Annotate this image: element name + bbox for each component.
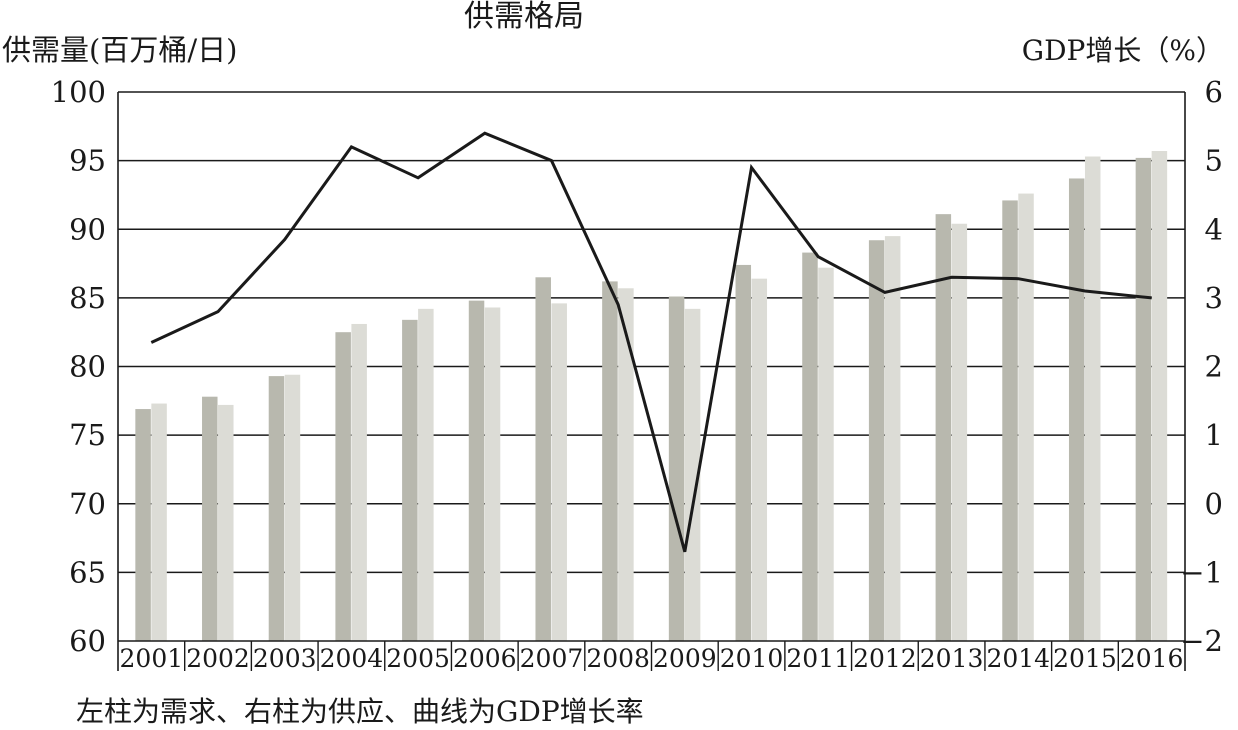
left-tick-5: 75 <box>69 418 106 452</box>
left-tick-6: 70 <box>69 487 106 521</box>
demand-bar-2005 <box>402 319 418 641</box>
bars <box>135 151 1168 642</box>
chart-title: 供需格局 <box>464 0 584 34</box>
demand-bar-2015 <box>1068 178 1085 641</box>
x-tick-2002: 2002 <box>186 644 250 673</box>
right-tick-6: 0 <box>1205 487 1223 521</box>
axes <box>117 92 1186 671</box>
gdp-line <box>150 131 1152 553</box>
left-tick-4: 80 <box>69 350 106 384</box>
demand-bar-2012 <box>868 240 885 642</box>
x-tick-2012: 2012 <box>853 644 917 673</box>
supply-bar-2012 <box>884 236 901 642</box>
x-tick-2006: 2006 <box>453 644 517 673</box>
gdp-growth-line <box>150 131 1152 553</box>
right-tick-labels: 6 5 4 3 2 1 0 −1 −2 <box>1180 75 1223 658</box>
demand-bar-2006 <box>468 300 485 641</box>
supply-bar-2008 <box>618 288 634 641</box>
x-tick-2009: 2009 <box>653 644 717 673</box>
right-tick-3: 3 <box>1205 281 1223 315</box>
supply-bar-2003 <box>284 374 301 641</box>
x-tick-2015: 2015 <box>1053 644 1117 673</box>
x-tick-labels: 2001 2002 2003 2004 2005 2006 2007 2008 2009 2010… <box>120 644 1184 673</box>
x-tick-2011: 2011 <box>786 644 850 673</box>
supply-bar-2009 <box>684 308 701 641</box>
demand-bar-2004 <box>335 332 351 641</box>
right-tick-4: 2 <box>1205 350 1223 384</box>
supply-bar-2016 <box>1151 151 1168 641</box>
x-tick-2010: 2010 <box>720 644 784 673</box>
x-tick-2013: 2013 <box>920 644 984 673</box>
x-tick-2005: 2005 <box>386 644 450 673</box>
x-tick-2004: 2004 <box>320 644 384 673</box>
supply-bar-2006 <box>484 307 501 641</box>
x-tick-2007: 2007 <box>520 644 584 673</box>
left-tick-7: 65 <box>69 555 106 589</box>
demand-bar-2011 <box>802 252 818 641</box>
left-tick-2: 90 <box>69 212 106 246</box>
supply-bar-2013 <box>951 223 968 641</box>
right-axis-label: GDP增长（%） <box>1022 34 1224 67</box>
demand-bar-2013 <box>935 214 952 641</box>
demand-bar-2002 <box>202 396 218 641</box>
x-tick-2016: 2016 <box>1120 644 1184 673</box>
left-tick-3: 85 <box>69 281 106 315</box>
demand-bar-2007 <box>535 277 551 641</box>
right-tick-7: −1 <box>1180 555 1223 589</box>
demand-bar-2001 <box>135 409 151 641</box>
demand-bar-2014 <box>1002 200 1018 642</box>
supply-bar-2014 <box>1018 193 1034 641</box>
demand-bar-2016 <box>1135 157 1152 641</box>
left-tick-1: 95 <box>69 144 106 178</box>
supply-bar-2005 <box>418 308 434 641</box>
supply-bar-2007 <box>551 303 567 641</box>
x-tick-2014: 2014 <box>986 644 1050 673</box>
x-tick-2008: 2008 <box>586 644 650 673</box>
supply-bar-2002 <box>218 404 234 641</box>
supply-bar-2001 <box>151 403 167 641</box>
supply-bar-2015 <box>1084 156 1101 641</box>
left-axis-label: 供需量(百万桶/日) <box>2 33 237 67</box>
right-tick-0: 6 <box>1205 75 1223 109</box>
right-tick-8: −2 <box>1180 624 1223 658</box>
supply-bar-2004 <box>351 323 367 641</box>
right-tick-2: 4 <box>1205 212 1223 246</box>
left-tick-8: 60 <box>69 624 106 658</box>
right-tick-1: 5 <box>1205 144 1223 178</box>
right-tick-5: 1 <box>1205 418 1223 452</box>
supply-bar-2010 <box>751 278 768 641</box>
left-tick-labels: 100 95 90 85 80 75 70 65 60 <box>51 75 106 658</box>
demand-bar-2003 <box>268 376 285 641</box>
left-tick-0: 100 <box>51 75 106 109</box>
supply-bar-2011 <box>818 267 834 641</box>
x-tick-2001: 2001 <box>120 644 184 673</box>
demand-bar-2009 <box>668 296 685 641</box>
x-tick-2003: 2003 <box>253 644 317 673</box>
demand-bar-2008 <box>602 281 618 641</box>
demand-bar-2010 <box>735 264 752 641</box>
chart-caption: 左柱为需求、右柱为供应、曲线为GDP增长率 <box>76 695 644 728</box>
